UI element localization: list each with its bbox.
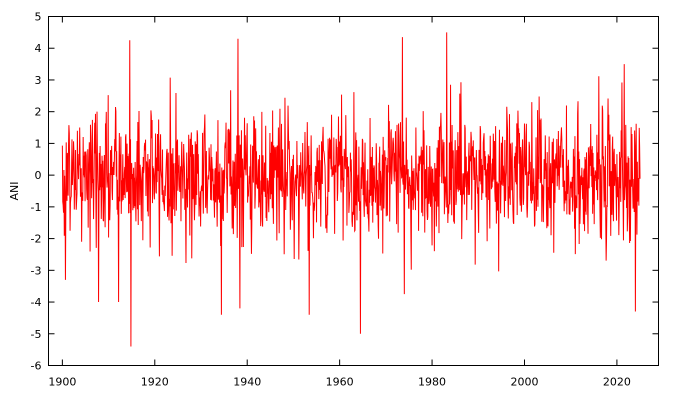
y-tick-label: 1 [35, 137, 42, 150]
y-tick-label: 4 [35, 42, 42, 55]
x-tick-label: 1900 [48, 376, 76, 389]
y-axis-title: ANI [8, 182, 21, 201]
y-tick-label: -3 [31, 264, 42, 277]
y-tick-label: -2 [31, 233, 42, 246]
y-tick-label: -1 [31, 201, 42, 214]
series-line [61, 32, 641, 347]
x-tick-label: 1960 [326, 376, 354, 389]
x-tick-label: 1920 [141, 376, 169, 389]
y-tick-label: -6 [31, 360, 42, 373]
series-layer [61, 32, 641, 347]
y-tick-label: -5 [31, 328, 42, 341]
x-tick-label: 2020 [603, 376, 631, 389]
y-tick-label: -4 [31, 296, 42, 309]
y-tick-label: 3 [35, 74, 42, 87]
y-tick-label: 2 [35, 106, 42, 119]
y-tick-label: 5 [35, 11, 42, 24]
x-tick-label: 2000 [510, 376, 538, 389]
y-tick-label: 0 [35, 169, 42, 182]
ticks: -6 -5 -4 -3 -2 -1 0 1 2 3 4 5 1900 1920 1940 1960 1980 20… [31, 11, 659, 389]
plot-frame [48, 16, 659, 366]
x-tick-label: 1940 [233, 376, 261, 389]
x-tick-label: 1980 [418, 376, 446, 389]
